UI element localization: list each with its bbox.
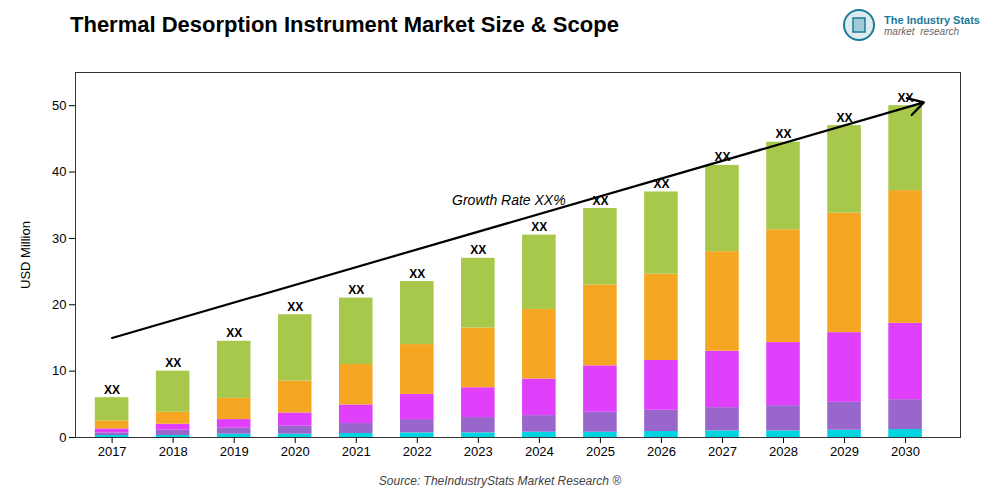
svg-text:USD Million: USD Million (18, 221, 33, 289)
svg-text:XX: XX (775, 127, 791, 141)
html-text:The Industry Stats: The Industry Stats (884, 13, 980, 26)
svg-text:XX: XX (226, 326, 242, 340)
svg-text:XX: XX (104, 383, 120, 397)
svg-text:50: 50 (52, 98, 66, 113)
svg-text:30: 30 (52, 231, 66, 246)
svg-text:XX: XX (348, 283, 364, 297)
svg-text:2026: 2026 (647, 444, 676, 459)
svg-text:2027: 2027 (708, 444, 737, 459)
svg-text:2024: 2024 (525, 444, 554, 459)
svg-text:XX: XX (837, 111, 853, 125)
svg-text:2017: 2017 (98, 444, 127, 459)
html-text:market research: market research (884, 25, 960, 37)
svg-text:XX: XX (531, 220, 547, 234)
svg-text:XX: XX (592, 193, 609, 208)
svg-text:XX: XX (470, 243, 486, 257)
html-text:Source: TheIndustryStats Marke: Source: TheIndustryStats Market Research… (378, 474, 622, 488)
svg-text:XX: XX (714, 150, 731, 165)
svg-text:2028: 2028 (769, 444, 798, 459)
html-text:Thermal Desorption Instrument: Thermal Desorption Instrument Market Siz… (70, 12, 619, 37)
svg-text:XX: XX (287, 300, 303, 314)
svg-text:0: 0 (59, 430, 66, 445)
svg-text:2023: 2023 (464, 444, 493, 459)
svg-text:2021: 2021 (342, 444, 371, 459)
svg-text:2030: 2030 (891, 444, 920, 459)
svg-text:2022: 2022 (403, 444, 432, 459)
svg-text:XX: XX (409, 267, 425, 281)
svg-text:XX: XX (653, 177, 670, 191)
svg-text:40: 40 (52, 164, 66, 179)
svg-text:XX: XX (898, 91, 914, 105)
svg-text:20: 20 (52, 297, 66, 312)
svg-text:Growth Rate XX%: Growth Rate XX% (452, 192, 566, 208)
svg-text:2018: 2018 (159, 444, 188, 459)
svg-text:2020: 2020 (281, 444, 310, 459)
svg-text:2025: 2025 (586, 444, 615, 459)
svg-text:10: 10 (52, 363, 66, 378)
svg-text:XX: XX (165, 356, 181, 370)
svg-text:2029: 2029 (830, 444, 859, 459)
svg-text:2019: 2019 (220, 444, 249, 459)
